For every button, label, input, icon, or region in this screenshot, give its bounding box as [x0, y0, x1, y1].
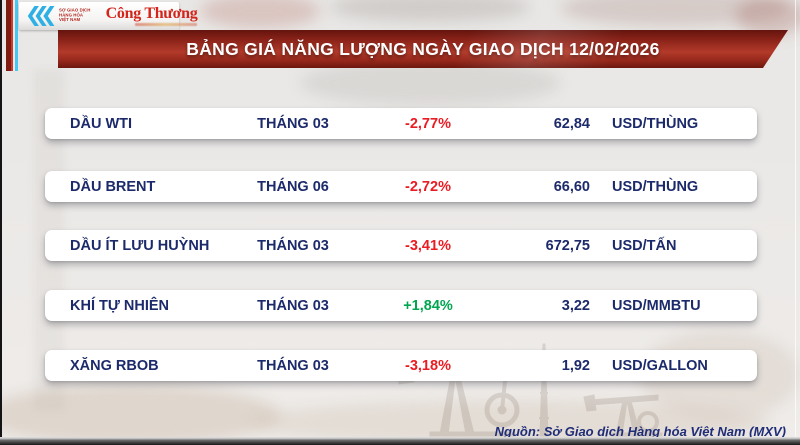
- accent-stripe-cyan: [15, 0, 18, 71]
- price-unit: USD/THÙNG: [612, 178, 699, 195]
- table-row: DẦU WTI THÁNG 03 -2,77% 62,84 USD/THÙNG: [45, 108, 757, 139]
- congthuong-logo: Công Thương: [106, 6, 198, 26]
- background-texture: [330, 0, 530, 22]
- accent-stripe-red: [11, 0, 13, 71]
- page-title: BẢNG GIÁ NĂNG LƯỢNG NGÀY GIAO DỊCH 12/02…: [186, 38, 660, 59]
- commodity-name: XĂNG RBOB: [70, 357, 159, 374]
- contract-month: THÁNG 03: [257, 297, 329, 314]
- commodity-name: DẦU WTI: [70, 115, 133, 132]
- price-value: 62,84: [553, 115, 590, 132]
- table-row: XĂNG RBOB THÁNG 03 -3,18% 1,92 USD/GALLO…: [45, 350, 757, 381]
- contract-month: THÁNG 03: [257, 237, 329, 254]
- table-row: DẦU ÍT LƯU HUỲNH THÁNG 03 -3,41% 672,75 …: [45, 230, 757, 261]
- price-unit: USD/MMBTU: [612, 297, 701, 314]
- mxv-logo-line3: VIỆT NAM: [59, 18, 81, 23]
- logo-band: SỞ GIAO DỊCH HÀNG HÓA VIỆT NAM Công Thươ…: [19, 2, 198, 30]
- mxv-logo-line2: HÀNG HÓA: [59, 13, 84, 18]
- background-texture: [200, 0, 320, 28]
- commodity-name: DẦU BRENT: [70, 178, 156, 195]
- percent-change: -2,72%: [405, 178, 451, 195]
- congthuong-logo-text: Công Thương: [105, 5, 198, 22]
- table-row: KHÍ TỰ NHIÊN THÁNG 03 +1,84% 3,22 USD/MM…: [45, 290, 757, 321]
- price-unit: USD/TẤN: [612, 237, 677, 254]
- bottom-bar: [0, 437, 800, 445]
- commodity-name: KHÍ TỰ NHIÊN: [70, 297, 170, 314]
- price-value: 3,22: [561, 297, 590, 314]
- price-value: 1,92: [561, 357, 590, 374]
- background-seam-line: [795, 0, 796, 445]
- table-row: DẦU BRENT THÁNG 06 -2,72% 66,60 USD/THÙN…: [45, 171, 757, 202]
- title-banner: BẢNG GIÁ NĂNG LƯỢNG NGÀY GIAO DỊCH 12/02…: [58, 30, 788, 68]
- commodity-name: DẦU ÍT LƯU HUỲNH: [70, 237, 210, 254]
- percent-change: -3,18%: [405, 357, 451, 374]
- contract-month: THÁNG 06: [257, 178, 329, 195]
- source-credit: Nguồn: Sở Giao dịch Hàng hóa Việt Nam (M…: [494, 424, 786, 439]
- percent-change: -2,77%: [405, 115, 451, 132]
- congthuong-tagline: [135, 23, 198, 26]
- contract-month: THÁNG 03: [257, 357, 329, 374]
- price-value: 66,60: [553, 178, 590, 195]
- mxv-logo-icon: [23, 6, 57, 26]
- background-texture: [0, 385, 280, 445]
- price-unit: USD/GALLON: [612, 357, 708, 374]
- percent-change: -3,41%: [405, 237, 451, 254]
- price-value: 672,75: [545, 237, 590, 254]
- price-unit: USD/THÙNG: [612, 115, 699, 132]
- background-texture: [560, 0, 790, 26]
- mxv-logo-line1: SỞ GIAO DỊCH: [59, 8, 91, 14]
- percent-change: +1,84%: [403, 297, 453, 314]
- accent-stripe-maroon: [6, 0, 11, 71]
- contract-month: THÁNG 03: [257, 115, 329, 132]
- left-edge-bar: [0, 0, 2, 445]
- mxv-logo-text: SỞ GIAO DỊCH HÀNG HÓA VIỆT NAM: [59, 9, 90, 23]
